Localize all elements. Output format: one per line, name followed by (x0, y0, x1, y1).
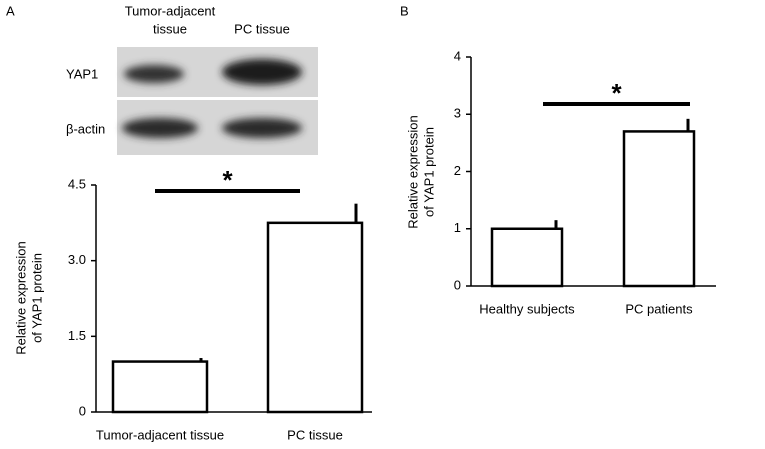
blot-row-label: β-actin (66, 121, 105, 136)
x-tick-label: Tumor-adjacent tissue (96, 427, 224, 442)
x-tick-label: Healthy subjects (479, 301, 575, 316)
significance-label: * (611, 78, 622, 108)
y-tick-label: 0 (79, 403, 86, 418)
y-tick-label: 1 (454, 220, 461, 235)
y-tick-label: 0 (454, 277, 461, 292)
bar (490, 227, 564, 288)
y-tick-label: 3 (454, 106, 461, 121)
blot-band (124, 65, 184, 83)
bar (266, 221, 364, 414)
y-axis-label: of YAP1 protein (29, 253, 44, 343)
y-tick-label: 1.5 (68, 328, 86, 343)
y-tick-label: 3.0 (68, 252, 86, 267)
significance-label: * (222, 165, 233, 195)
blot-column-label: Tumor-adjacent (125, 3, 216, 18)
x-tick-label: PC patients (625, 301, 693, 316)
blot-row-label: YAP1 (66, 66, 98, 81)
blot-band (222, 59, 302, 85)
blot-column-label: PC tissue (234, 21, 290, 36)
y-axis-label: Relative expression (405, 115, 420, 228)
y-axis-label: of YAP1 protein (421, 127, 436, 217)
y-tick-label: 4 (454, 48, 461, 63)
panel-label: A (6, 3, 15, 18)
bar (111, 360, 209, 414)
panel-label: B (400, 3, 409, 18)
y-axis-label: Relative expression (13, 241, 28, 354)
blot-band (122, 118, 198, 138)
bar (622, 130, 696, 288)
y-tick-label: 2 (454, 163, 461, 178)
blot-band (222, 118, 302, 138)
x-tick-label: PC tissue (287, 427, 343, 442)
western-blot: Tumor-adjacent tissue PC tissue YAP1 β-a… (66, 3, 318, 155)
y-tick-label: 4.5 (68, 176, 86, 191)
blot-column-label: tissue (153, 21, 187, 36)
